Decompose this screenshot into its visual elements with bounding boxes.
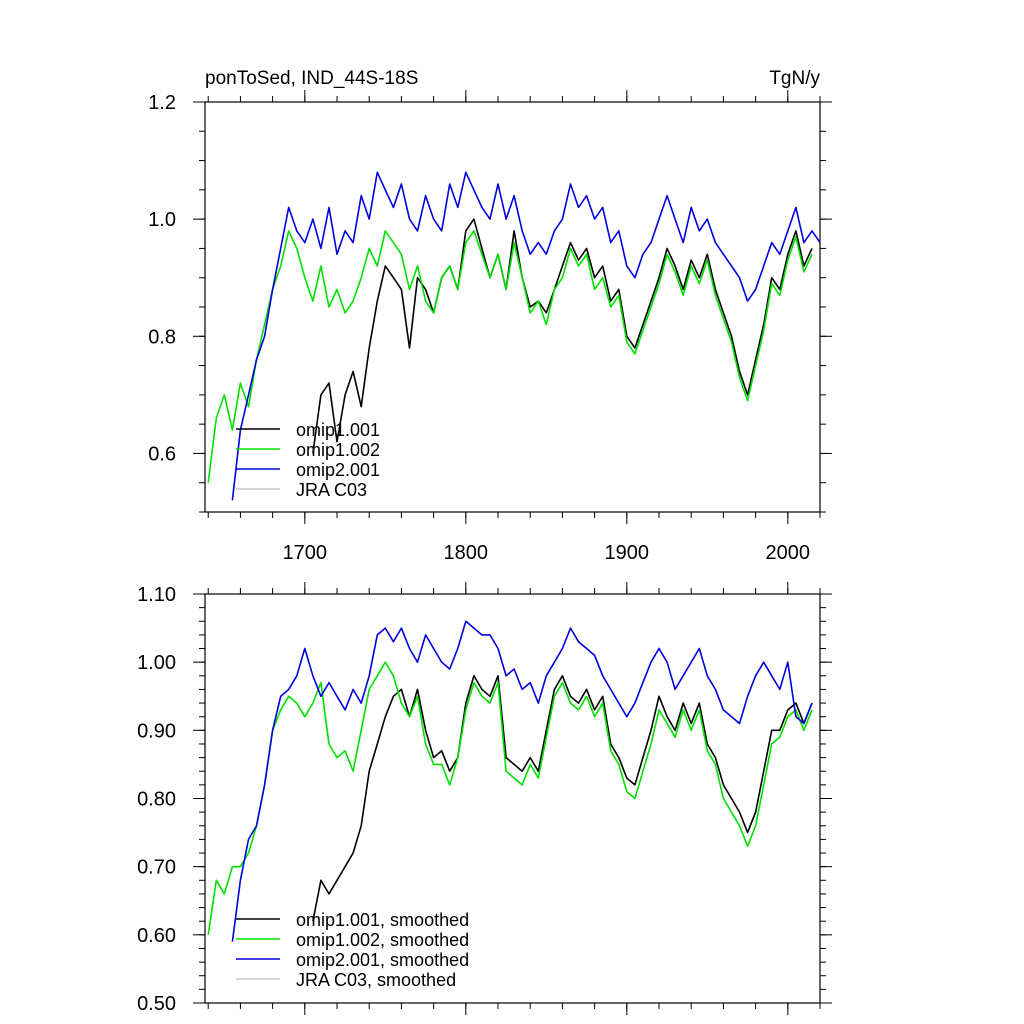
panel2-series-line-2 (231, 620, 813, 942)
panel1-x-tick-label: 1900 (605, 542, 650, 564)
panel2-legend-label: omip1.001, smoothed (296, 910, 469, 930)
panel2-y-tick-label: 0.60 (137, 925, 176, 947)
panel1-series-group (207, 171, 820, 501)
panel2-legend-label: omip2.001, smoothed (296, 950, 469, 970)
panel1-series-line-2 (231, 171, 820, 501)
panel1-legend-label: omip1.001 (296, 420, 380, 440)
panel2-y-tick-label: 0.50 (137, 993, 176, 1015)
panel1-x-tick-label: 1700 (283, 542, 328, 564)
panel1-legend-label: omip2.001 (296, 460, 380, 480)
panel1-y-tick-label: 1.0 (148, 209, 176, 231)
panel2-legend-label: omip1.002, smoothed (296, 930, 469, 950)
panel2-y-tick-label: 0.80 (137, 789, 176, 811)
panel2-series-group (207, 620, 813, 942)
panel1-x-tick-label: 2000 (766, 542, 811, 564)
panel1-legend-label: omip1.002 (296, 440, 380, 460)
panel1-x-tick-label: 1800 (444, 542, 489, 564)
panel1-title-left: ponToSed, IND_44S-18S (205, 68, 418, 89)
panel1-y-tick-label: 0.6 (148, 443, 176, 465)
panel1-legend-label: JRA C03 (296, 480, 367, 500)
panel1-y-tick-label: 0.8 (148, 326, 176, 348)
panel1-series-line-1 (207, 230, 813, 483)
panel1-y-tick-label: 1.2 (148, 92, 176, 114)
panel2-y-tick-label: 1.10 (137, 584, 176, 606)
panel1-title-right: TgN/y (769, 68, 820, 89)
panel1-plot: 1700 1800 1900 20000.60.81.01.2omip1.001omi… (148, 90, 832, 564)
panel2-y-tick-label: 0.90 (137, 720, 176, 742)
panel2-series-line-1 (207, 661, 813, 935)
panel2-y-tick-label: 1.00 (137, 652, 176, 674)
panel2-plot: 0.50 0.60 0.70 0.80 0.90 1.00 1.10 omip1.001, s… (137, 582, 832, 1015)
panel2-legend-label: JRA C03, smoothed (296, 970, 456, 990)
panel1-series-line-0 (312, 218, 813, 454)
panel2-y-tick-label: 0.70 (137, 857, 176, 879)
panel2-series-line-0 (312, 674, 813, 922)
